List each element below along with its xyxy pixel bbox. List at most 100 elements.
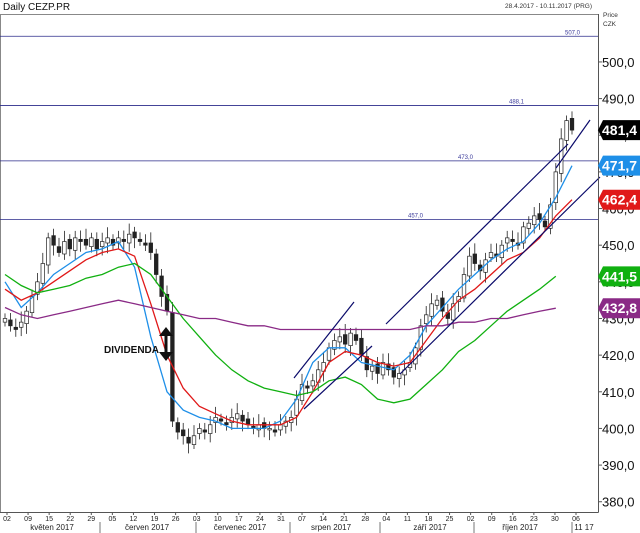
x-tick-label: 16 (509, 516, 517, 523)
candle-body (397, 373, 402, 379)
candle (332, 333, 337, 356)
level-label: 507,0 (565, 30, 581, 36)
candle-body (51, 235, 56, 246)
x-tick-label: 15 (45, 516, 53, 523)
candle (116, 230, 121, 249)
dividend-annotation: DIVIDENDA (104, 345, 159, 356)
x-tick-label: 02 (3, 516, 11, 523)
candle (310, 373, 315, 394)
x-tick-label: 03 (193, 516, 201, 523)
x-tick-label: 11 (404, 516, 411, 523)
candle-body (89, 237, 94, 248)
price-badge-label: 481,4 (602, 122, 637, 138)
candle-body (559, 138, 564, 174)
x-tick-label: 22 (66, 516, 74, 523)
price-label: Price (603, 12, 618, 19)
candle-body (67, 238, 72, 250)
candle (89, 232, 94, 253)
x-tick-label: 10 (214, 516, 222, 523)
candle (445, 303, 450, 326)
candle (559, 128, 564, 183)
horizontal-levels: 507,0 488,1 473,0 457,0 (0, 30, 598, 220)
candle (283, 415, 288, 434)
candle-body (40, 263, 45, 284)
x-tick-label: 25 (446, 516, 454, 523)
price-badge-bg (598, 155, 640, 176)
trendline (555, 119, 591, 169)
price-badge-bg (598, 266, 640, 287)
candle (73, 230, 78, 260)
candle (56, 237, 62, 257)
x-tick-label: 12 (130, 516, 138, 523)
candle-body (159, 275, 164, 297)
month-label: srpen 2017 (311, 523, 352, 532)
y-tick-label: 400,0 (602, 421, 635, 436)
candle-body (24, 310, 29, 324)
candle (8, 312, 13, 332)
candle-body (29, 296, 35, 313)
candle (181, 422, 186, 445)
x-tick-label: 23 (530, 516, 538, 523)
chart-title: Daily CEZP.PR (3, 2, 70, 13)
x-tick-label: 24 (256, 516, 264, 523)
candle (229, 408, 234, 430)
candle-body (121, 238, 126, 242)
candle-body (332, 340, 337, 350)
x-tick-label: 14 (319, 516, 327, 523)
candle (251, 417, 256, 435)
level-label: 457,0 (408, 214, 424, 220)
x-tick-label: 06 (572, 516, 580, 523)
candle (127, 223, 132, 252)
candle (472, 243, 477, 271)
grid (0, 14, 599, 513)
candle (62, 230, 67, 260)
candle-body (337, 336, 342, 343)
date-range: 28.4.2017 - 10.11.2017 (PRG) (505, 3, 592, 10)
y-tick-label: 450,0 (602, 238, 635, 253)
y-axis: 380,0390,0400,0410,0420,0430,0440,0450,0… (598, 14, 635, 512)
candle-body (213, 417, 218, 423)
candle-body (110, 238, 116, 246)
x-tick-label: 29 (87, 516, 95, 523)
candle-body (429, 303, 434, 317)
moving-average-line (4, 199, 573, 426)
candle-body (521, 226, 526, 244)
candle (19, 311, 24, 337)
candle (353, 327, 359, 345)
candle-body (240, 414, 245, 422)
candle-body (56, 246, 62, 253)
candle-body (154, 253, 159, 275)
candle-body (148, 242, 153, 253)
x-tick-label: 21 (340, 516, 348, 523)
candle-body (202, 429, 207, 433)
candle-body (359, 337, 364, 356)
x-tick-label: 09 (488, 516, 496, 523)
month-label: říjen 2017 (502, 523, 538, 532)
moving-average-line (4, 165, 573, 430)
price-badge: 432,8 (598, 298, 640, 319)
candle-body (310, 380, 315, 387)
candle (67, 234, 72, 257)
x-tick-label: 30 (551, 516, 559, 523)
candle-body (343, 334, 348, 345)
candle-body (181, 429, 186, 437)
candle-body (510, 238, 515, 242)
price-badge-label: 441,5 (602, 268, 637, 284)
candle (245, 411, 251, 430)
candle-body (380, 362, 386, 376)
price-badge: 481,4 (598, 120, 640, 141)
candle-body (13, 326, 18, 330)
candle-body (143, 242, 148, 246)
moving-average-line (4, 262, 557, 404)
moving-averages (4, 165, 573, 430)
y-tick-label: 420,0 (602, 348, 635, 363)
candle (154, 248, 159, 284)
candle (175, 417, 180, 440)
candle (440, 291, 445, 318)
candle-body (278, 424, 283, 431)
candle-body (8, 319, 13, 327)
candle (137, 232, 143, 246)
dividend-arrow-icon (159, 327, 173, 361)
candle (83, 228, 89, 250)
